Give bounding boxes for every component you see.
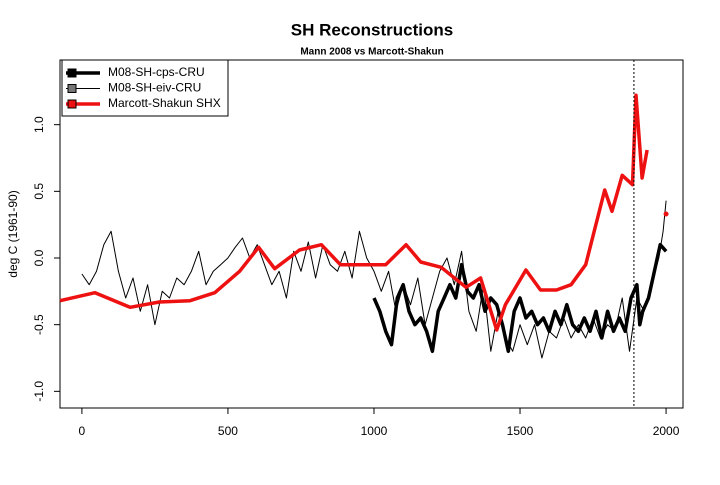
series-line (81, 200, 667, 359)
y-tick-label: 0.5 (32, 183, 46, 200)
legend-label: M08-SH-eiv-CRU (108, 81, 201, 95)
legend-swatch (67, 84, 77, 93)
legend-label: M08-SH-cps-CRU (108, 65, 205, 79)
series-line (372, 242, 668, 354)
y-tick-label: 0.0 (32, 249, 46, 266)
legend-label: Marcott-Shakun SHX (108, 96, 221, 110)
series-line (59, 93, 649, 332)
x-tick-label: 1000 (361, 424, 388, 438)
x-tick-label: 1500 (507, 424, 534, 438)
chart-title: SH Reconstructions (291, 20, 453, 39)
x-tick-label: 2000 (653, 424, 680, 438)
chart-subtitle: Mann 2008 vs Marcott-Shakun (300, 47, 443, 58)
y-tick-label: -0.5 (32, 314, 46, 335)
plot-frame (59, 59, 684, 409)
legend-swatch (67, 68, 77, 78)
y-tick-label: 1.0 (32, 116, 46, 133)
x-tick-label: 500 (218, 424, 238, 438)
data-point (663, 211, 669, 217)
x-tick-label: 0 (79, 424, 86, 438)
legend-swatch (67, 99, 77, 109)
y-tick-label: -1.0 (32, 381, 46, 402)
y-axis-label: deg C (1961-90) (6, 190, 20, 277)
